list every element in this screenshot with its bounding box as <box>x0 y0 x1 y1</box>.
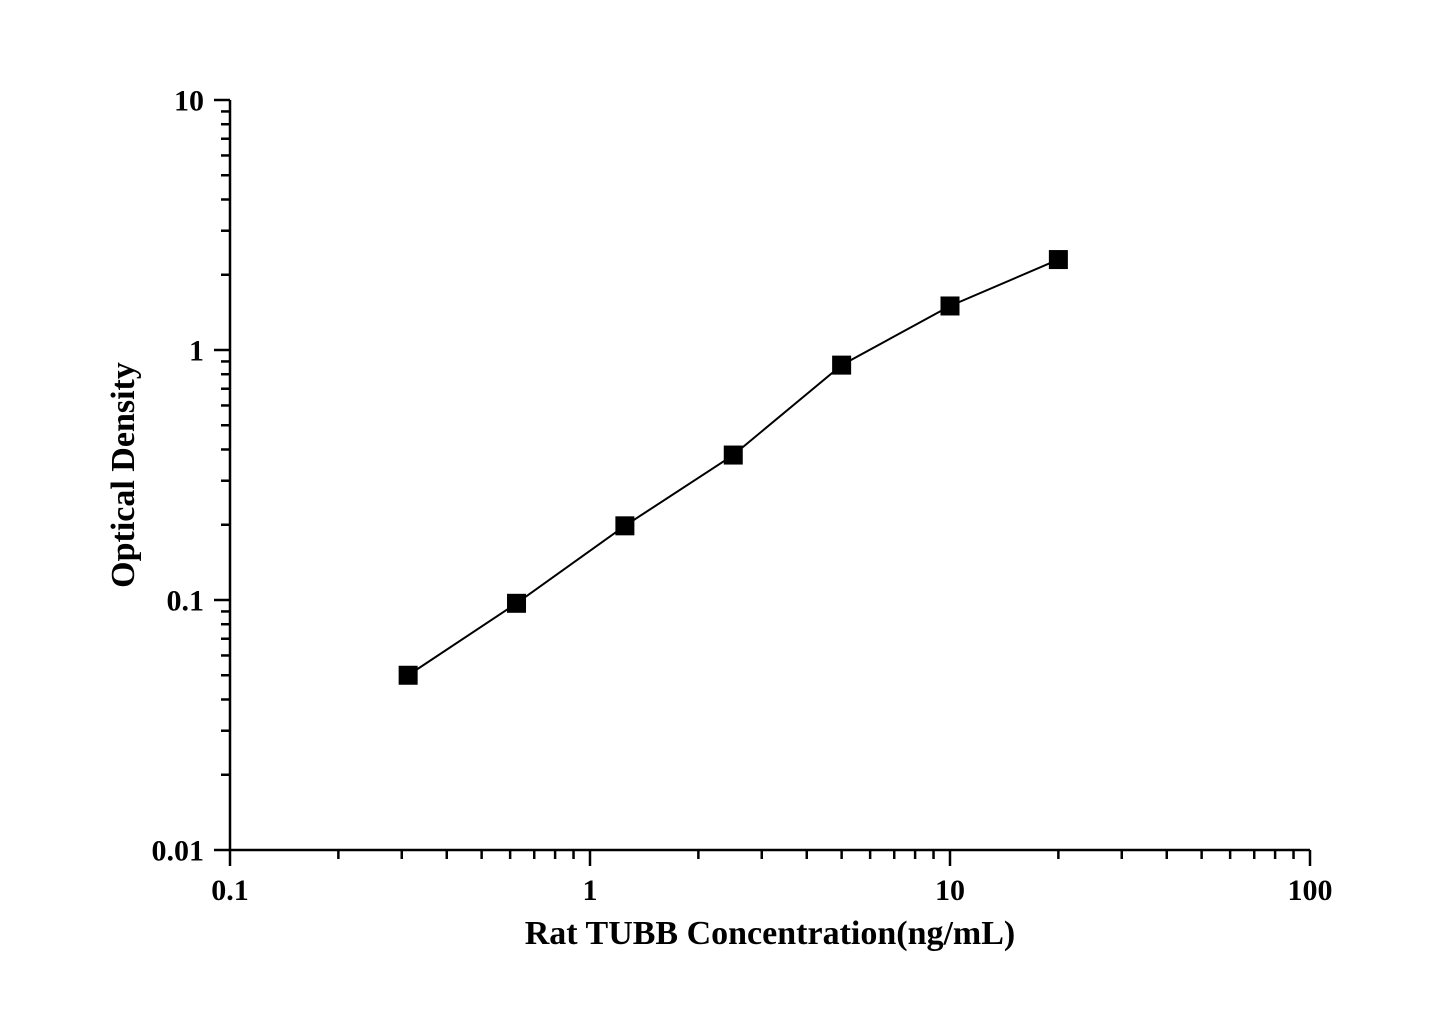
data-marker <box>833 356 851 374</box>
data-marker <box>616 517 634 535</box>
data-marker <box>941 297 959 315</box>
chart-background <box>0 0 1445 1009</box>
y-axis-label: Optical Density <box>105 362 142 588</box>
data-marker <box>724 446 742 464</box>
data-marker <box>508 594 526 612</box>
x-tick-label: 1 <box>583 874 598 907</box>
chart-svg: 0.11101000.010.1110Rat TUBB Concentratio… <box>0 0 1445 1009</box>
chart-container: 0.11101000.010.1110Rat TUBB Concentratio… <box>0 0 1445 1009</box>
data-marker <box>1049 251 1067 269</box>
data-marker <box>399 666 417 684</box>
x-axis-label: Rat TUBB Concentration(ng/mL) <box>525 915 1016 952</box>
x-tick-label: 10 <box>935 874 965 907</box>
y-tick-label: 10 <box>174 85 204 118</box>
x-tick-label: 100 <box>1288 874 1333 907</box>
y-tick-label: 0.01 <box>152 835 205 868</box>
x-tick-label: 0.1 <box>211 874 249 907</box>
y-tick-label: 0.1 <box>167 585 205 618</box>
y-tick-label: 1 <box>189 335 204 368</box>
